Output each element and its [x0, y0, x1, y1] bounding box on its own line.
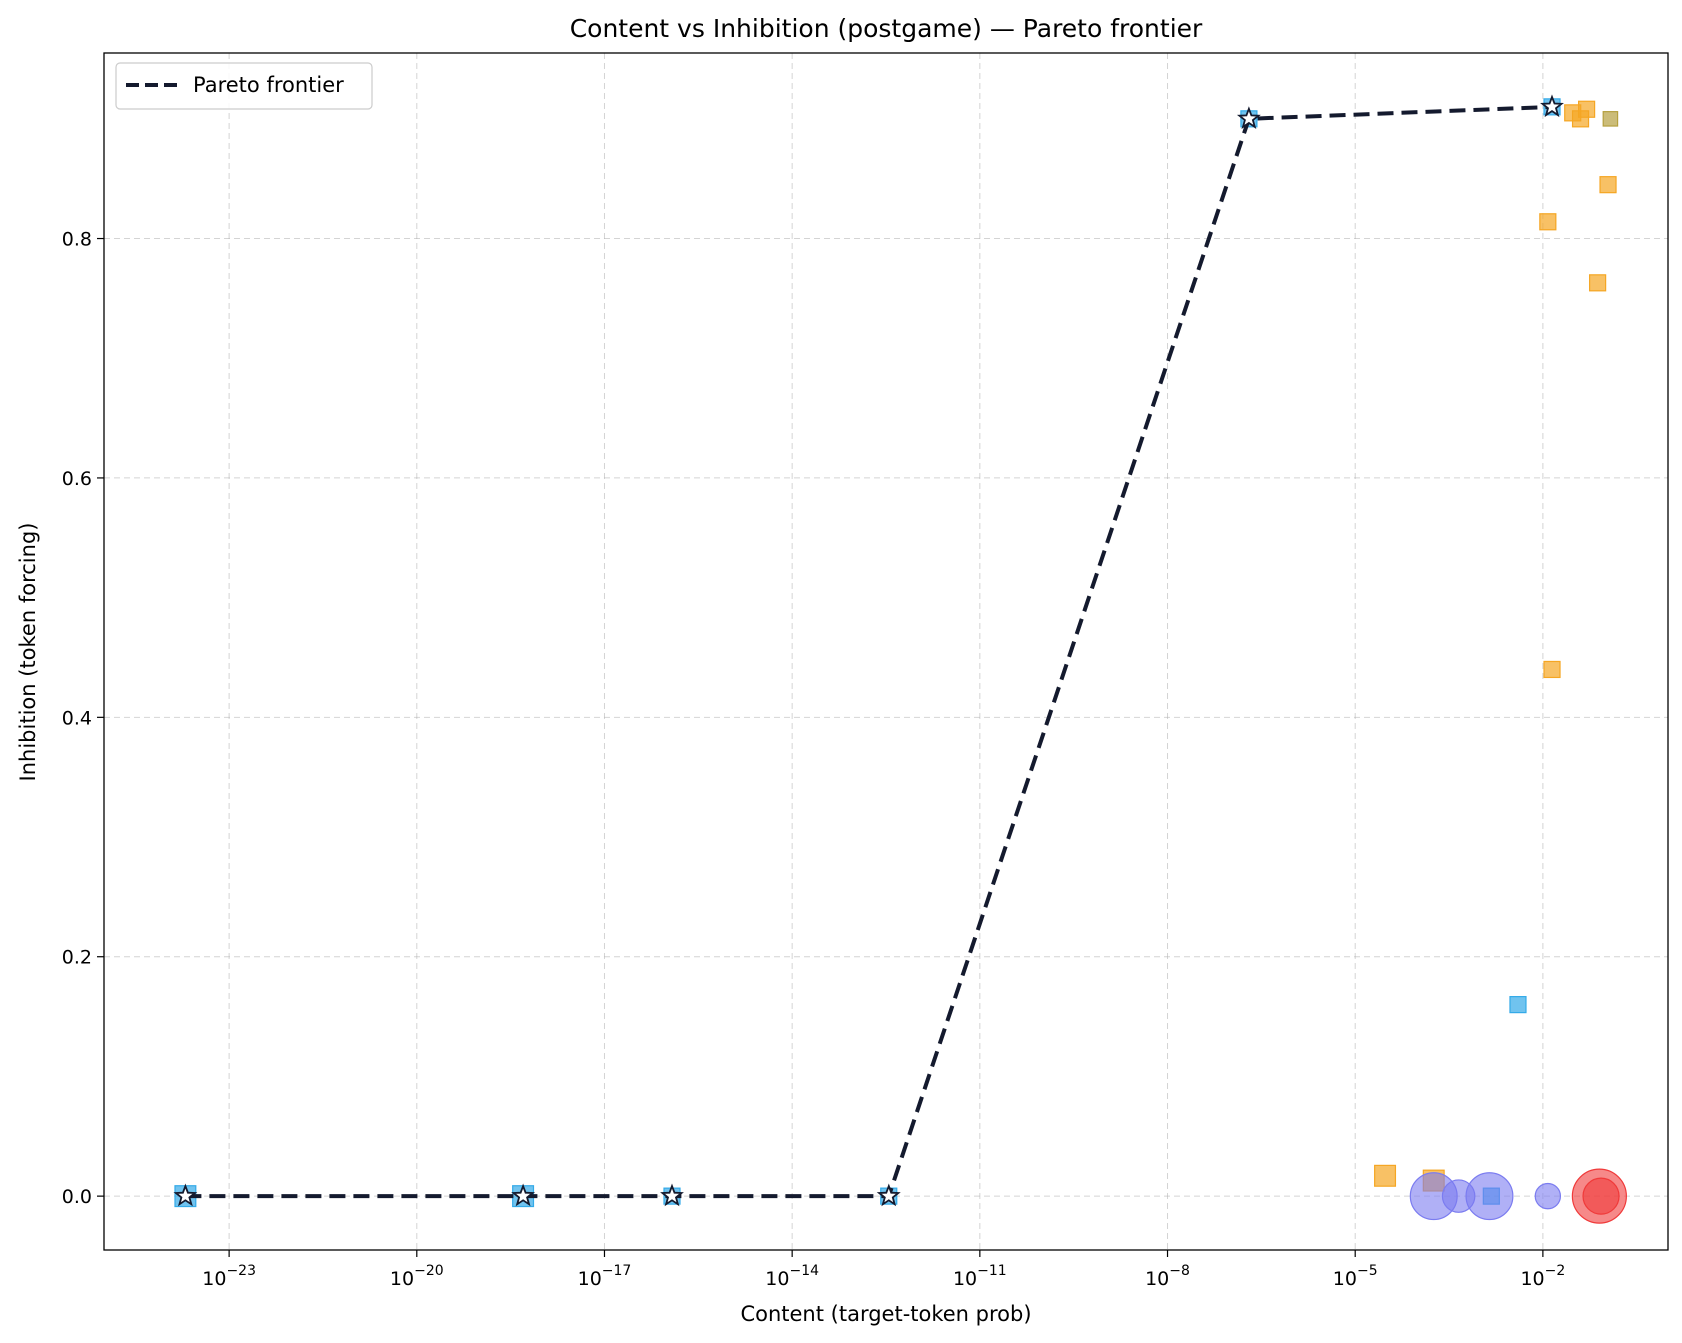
x-tick-label: 10−17 — [578, 1263, 632, 1290]
data-point-square — [1539, 213, 1557, 231]
y-tick-label: 0.4 — [62, 707, 92, 729]
data-point-square — [1509, 996, 1527, 1014]
x-tick-label: 10−11 — [953, 1263, 1007, 1290]
y-tick-label: 0.2 — [62, 947, 92, 969]
y-tick-label: 0.6 — [62, 468, 92, 490]
data-point-square — [1578, 100, 1596, 118]
x-tick-label: 10−8 — [1145, 1263, 1190, 1290]
x-tick-label: 10−2 — [1520, 1263, 1565, 1290]
y-axis-ticks: 0.0 0.2 0.4 0.6 0.8 — [62, 229, 104, 1208]
data-point-square — [1374, 1164, 1397, 1187]
y-axis-label: Inhibition (token forcing) — [16, 523, 40, 782]
y-tick-label: 0.8 — [62, 229, 92, 251]
legend: Pareto frontier — [115, 62, 373, 110]
x-tick-label: 10−5 — [1333, 1263, 1378, 1290]
chart-title: Content vs Inhibition (postgame) — Paret… — [570, 14, 1203, 43]
pareto-frontier-star — [876, 1183, 901, 1207]
data-point-square — [1599, 176, 1617, 194]
x-tick-label: 10−23 — [202, 1263, 256, 1290]
data-point-circle — [1465, 1172, 1514, 1221]
x-tick-label: 10−20 — [390, 1263, 444, 1290]
pareto-frontier-star — [511, 1183, 536, 1207]
data-point-circle — [1534, 1182, 1562, 1210]
legend-box — [115, 62, 373, 110]
plot-frame — [103, 52, 1669, 1251]
pareto-frontier-star — [1540, 94, 1564, 118]
pareto-frontier-star — [660, 1183, 684, 1207]
pareto-frontier-star — [1236, 106, 1261, 129]
data-point-square — [1602, 111, 1619, 127]
grid — [104, 53, 1668, 1250]
legend-label-pareto-frontier: Pareto frontier — [193, 73, 344, 97]
pareto-frontier — [173, 94, 1564, 1207]
y-tick-label: 0.0 — [62, 1186, 92, 1208]
x-axis-label: Content (target-token prob) — [740, 1302, 1031, 1326]
data-point-square — [1589, 274, 1607, 292]
data-point-square — [1543, 660, 1561, 679]
data-point-circle — [1582, 1177, 1620, 1215]
x-axis-ticks: 10−23 10−20 10−17 10−14 10−11 10−8 10−5 10−2 — [202, 1250, 1565, 1290]
x-tick-label: 10−14 — [765, 1263, 819, 1290]
pareto-frontier-star — [173, 1183, 198, 1207]
